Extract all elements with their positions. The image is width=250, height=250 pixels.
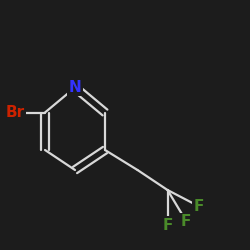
Text: N: N — [68, 80, 82, 95]
Text: Br: Br — [6, 105, 25, 120]
Text: F: F — [181, 214, 192, 229]
Text: F: F — [194, 199, 204, 214]
Text: F: F — [162, 218, 173, 232]
